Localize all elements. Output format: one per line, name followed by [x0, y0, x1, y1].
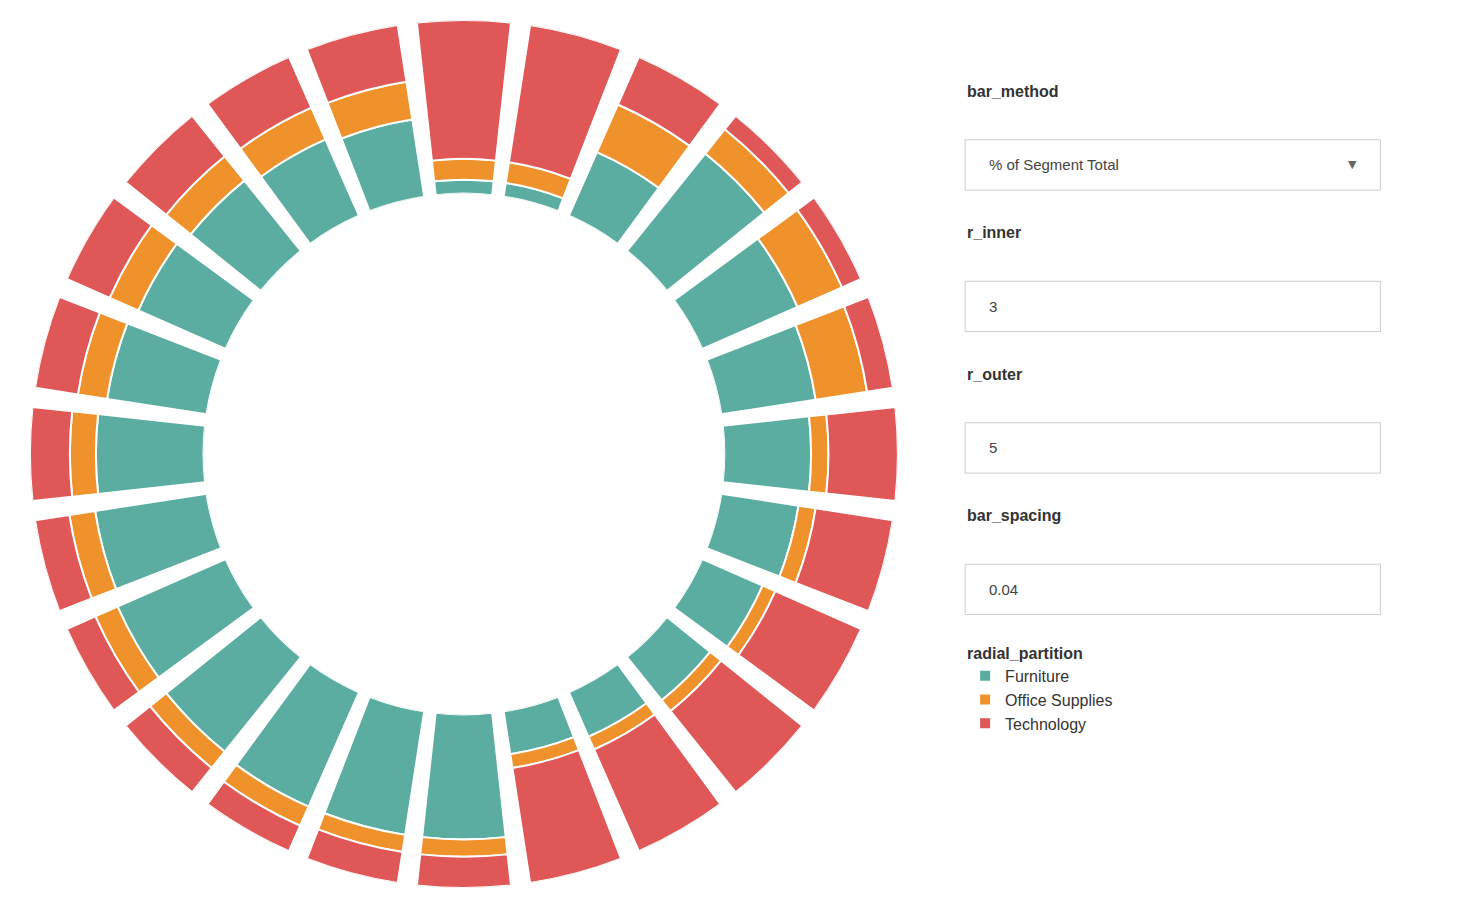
svg-text:5: 5 [989, 439, 997, 456]
svg-text:Furniture: Furniture [1005, 668, 1069, 685]
svg-text:radial_partition: radial_partition [967, 645, 1083, 662]
svg-text:Technology: Technology [1005, 716, 1086, 733]
svg-text:3: 3 [989, 298, 997, 315]
svg-text:Office Supplies: Office Supplies [1005, 692, 1112, 709]
svg-text:bar_method: bar_method [967, 83, 1059, 100]
svg-text:bar_spacing: bar_spacing [967, 507, 1061, 524]
svg-text:r_inner: r_inner [967, 224, 1021, 241]
svg-text:0.04: 0.04 [989, 581, 1018, 598]
svg-text:▼: ▼ [1348, 158, 1357, 171]
svg-text:% of Segment Total: % of Segment Total [989, 156, 1119, 173]
svg-text:r_outer: r_outer [967, 366, 1022, 383]
